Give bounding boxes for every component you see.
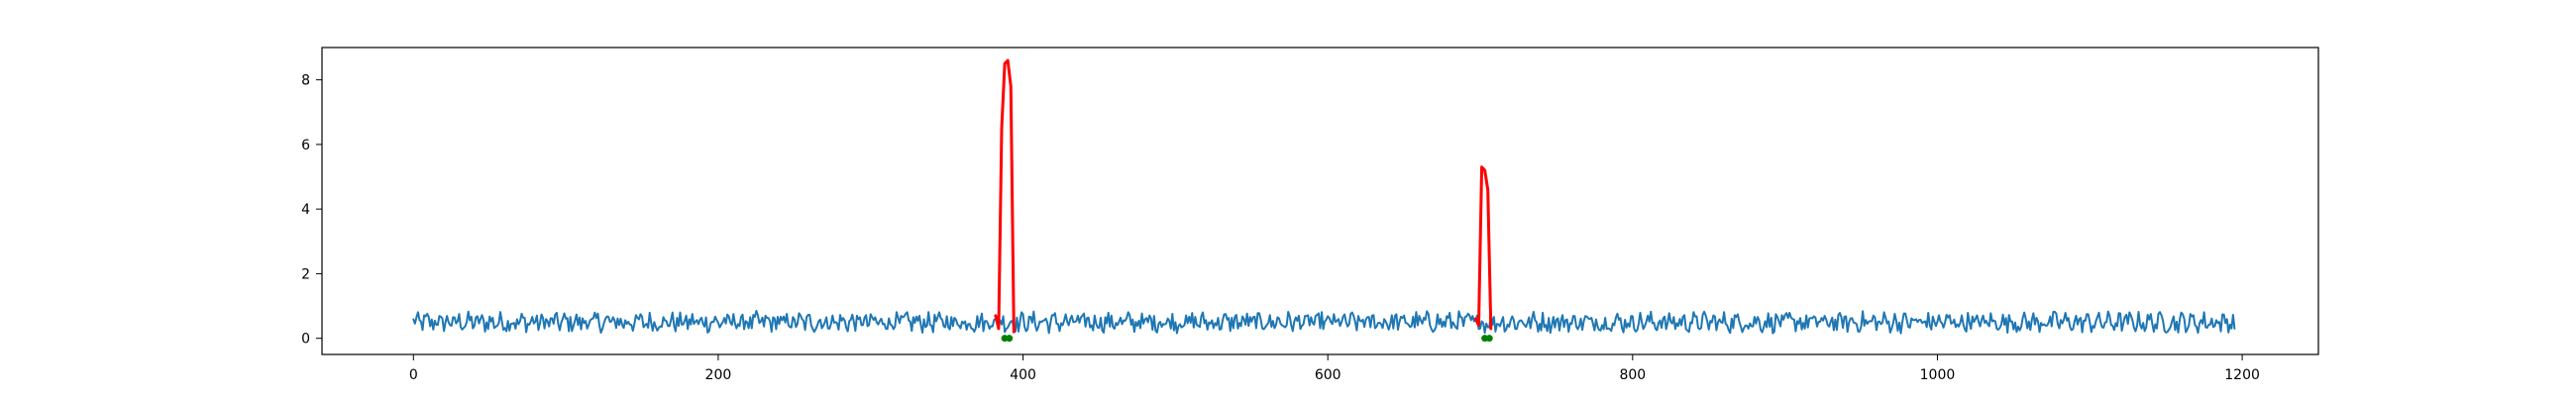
- y-tick-label: 2: [301, 266, 310, 282]
- anomaly-series-line: [1473, 165, 1493, 331]
- y-tick-label: 8: [301, 73, 310, 89]
- plot-background: [322, 48, 2318, 354]
- x-tick-label: 1000: [1920, 367, 1956, 383]
- anomaly-marker-point: [1485, 335, 1493, 343]
- signal-series-line: [412, 309, 2236, 335]
- y-tick-label: 0: [301, 332, 310, 348]
- anomaly-marker-point: [1006, 335, 1014, 343]
- x-tick-label: 1200: [2224, 367, 2260, 383]
- series-layer: [412, 58, 2236, 335]
- y-tick-label: 4: [301, 202, 310, 218]
- x-axis: 0 200 400 600 800 1000 1200: [409, 354, 2260, 383]
- x-tick-label: 400: [1010, 367, 1036, 383]
- x-tick-label: 200: [705, 367, 732, 383]
- y-tick-label: 6: [301, 138, 310, 153]
- y-axis: 0 2 4 6 8: [301, 73, 322, 348]
- x-tick-label: 800: [1619, 367, 1646, 383]
- x-tick-label: 0: [409, 367, 418, 383]
- anomaly-series-line: [994, 58, 1016, 334]
- x-tick-label: 600: [1315, 367, 1342, 383]
- marker-layer: [1001, 335, 1493, 343]
- plot-frame: [321, 47, 2319, 355]
